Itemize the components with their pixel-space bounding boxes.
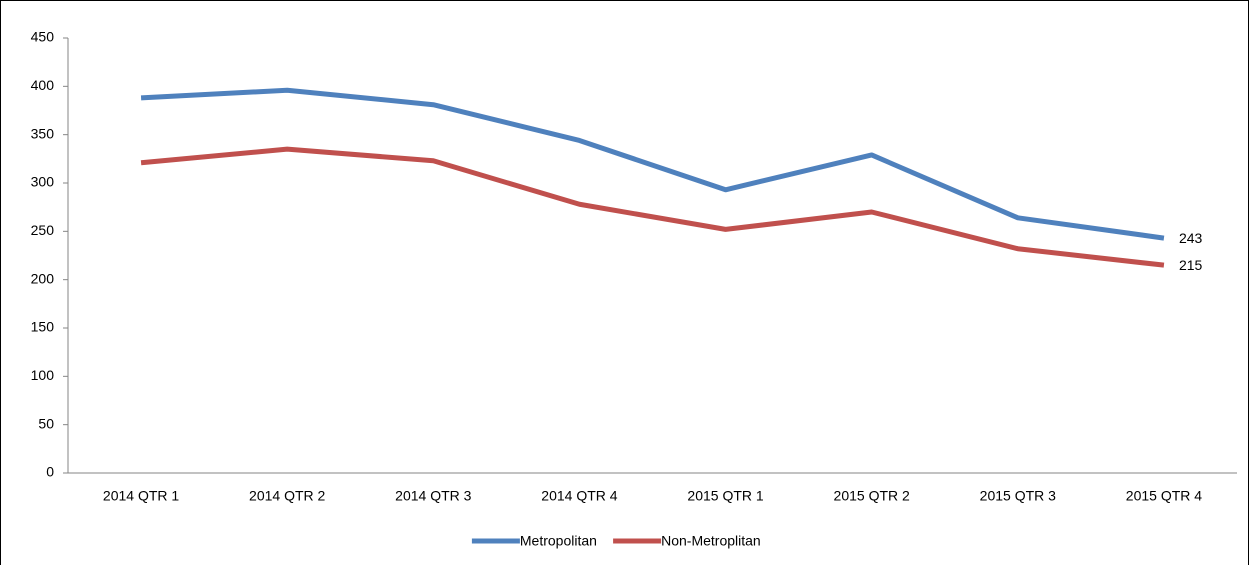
y-tick-label: 100 — [31, 367, 55, 383]
data-label: 243 — [1179, 230, 1203, 246]
y-tick-label: 350 — [31, 125, 55, 141]
data-label: 215 — [1179, 257, 1203, 273]
series-line — [140, 87, 1165, 241]
series-line — [140, 146, 1165, 268]
y-tick-label: 200 — [31, 270, 55, 286]
legend-label: Non-Metroplitan — [661, 533, 761, 549]
x-tick-label: 2015 QTR 4 — [1126, 488, 1202, 504]
x-tick-label: 2014 QTR 1 — [103, 488, 179, 504]
x-tick-label: 2014 QTR 3 — [395, 488, 471, 504]
y-tick-label: 450 — [31, 29, 55, 45]
legend-label: Metropolitan — [520, 533, 597, 549]
x-tick-label: 2015 QTR 1 — [687, 488, 763, 504]
y-tick-label: 400 — [31, 77, 55, 93]
x-tick-label: 2015 QTR 2 — [834, 488, 910, 504]
y-tick-label: 150 — [31, 319, 55, 335]
y-tick-label: 50 — [38, 415, 54, 431]
x-tick-label: 2014 QTR 4 — [541, 488, 617, 504]
y-tick-label: 250 — [31, 222, 55, 238]
x-tick-label: 2014 QTR 2 — [249, 488, 325, 504]
y-tick-label: 0 — [46, 464, 54, 480]
x-tick-label: 2015 QTR 3 — [980, 488, 1056, 504]
y-tick-label: 300 — [31, 174, 55, 190]
